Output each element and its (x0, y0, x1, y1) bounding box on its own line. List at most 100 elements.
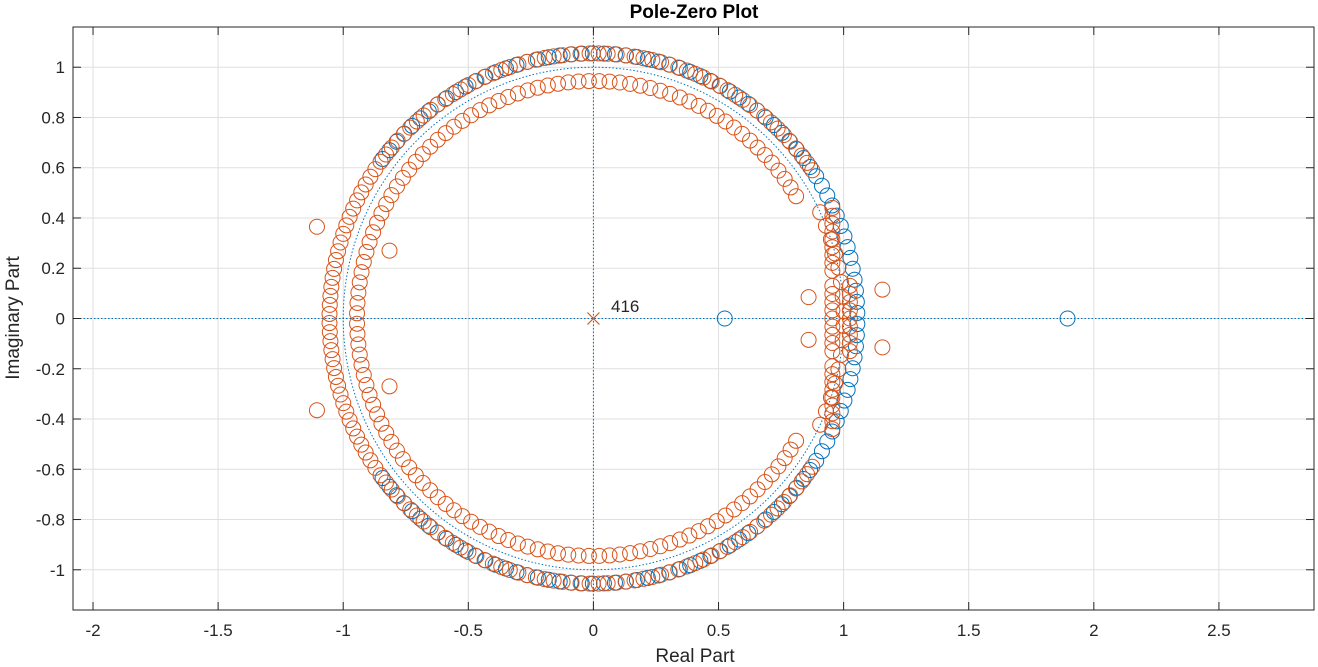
zero-marker (808, 452, 825, 469)
zero-marker (817, 217, 834, 234)
zero-marker (349, 294, 366, 311)
zero-marker (678, 558, 695, 575)
zero-marker (369, 214, 386, 231)
zero-marker (721, 537, 738, 554)
zero-marker (844, 360, 861, 377)
zero-marker (626, 572, 643, 589)
zero-marker (335, 225, 352, 242)
zero-marker (788, 432, 805, 449)
zero-marker (740, 95, 757, 112)
data-marks (308, 45, 1076, 592)
zero-marker (874, 339, 891, 356)
zero-marker (536, 571, 553, 588)
zero-marker (716, 310, 733, 327)
zero-marker (529, 79, 546, 96)
zero-marker (824, 223, 841, 240)
zero-marker (652, 82, 669, 99)
zero-marker (529, 541, 546, 558)
x-tick-label: -2 (85, 621, 100, 640)
zero-marker (832, 403, 849, 420)
y-axis-title: Imaginary Part (3, 256, 24, 380)
zero-marker (824, 310, 841, 327)
zero-marker (322, 333, 339, 350)
zero-marker (510, 564, 527, 581)
y-tick-label: -1 (50, 561, 65, 580)
zero-marker (454, 508, 471, 525)
zero-marker (670, 561, 687, 578)
zero-marker (321, 296, 338, 313)
zero-marker (322, 287, 339, 304)
zero-marker (756, 512, 773, 529)
zero-marker (644, 52, 661, 69)
zero-marker (662, 535, 679, 552)
zero-marker (611, 74, 628, 91)
zero-marker (554, 47, 571, 64)
zero-marker (595, 575, 612, 592)
y-tick-label: 0 (56, 310, 65, 329)
zero-marker (563, 574, 580, 591)
zero-marker (719, 82, 736, 99)
zero-marker (770, 162, 787, 179)
zero-marker (719, 538, 736, 555)
zero-marker (824, 405, 841, 422)
zero-marker (550, 75, 567, 92)
zero-marker (332, 234, 349, 251)
zero-marker (711, 543, 728, 560)
zero-marker (687, 555, 704, 572)
zero-marker (395, 126, 412, 143)
zero-marker (536, 49, 553, 66)
y-tick-label: 0.6 (41, 159, 65, 178)
zero-marker (812, 416, 829, 433)
zero-marker (775, 493, 792, 510)
zero-marker (545, 572, 562, 589)
y-tick-label: -0.8 (36, 511, 65, 530)
zero-marker (717, 113, 734, 130)
y-tick-label: -0.2 (36, 360, 65, 379)
zero-marker (590, 575, 607, 592)
zero-marker (671, 89, 688, 106)
zero-marker (671, 531, 688, 548)
x-tick-label: -0.5 (454, 621, 483, 640)
zero-marker (323, 278, 340, 295)
zero-marker (590, 45, 607, 62)
zero-marker (350, 336, 367, 353)
zero-marker (349, 315, 366, 332)
zero-marker (765, 503, 782, 520)
zero-marker (782, 133, 799, 150)
zero-marker (824, 366, 841, 383)
zero-marker (828, 207, 845, 224)
zero-marker (353, 356, 370, 373)
zero-marker (389, 488, 406, 505)
zero-marker (332, 386, 349, 403)
zero-marker (460, 77, 477, 94)
y-tick-label: 1 (56, 58, 65, 77)
zero-marker (554, 573, 571, 590)
x-tick-label: 1 (839, 621, 848, 640)
zero-marker (484, 555, 501, 572)
zero-marker (351, 346, 368, 363)
zero-marker (373, 205, 390, 222)
zero-marker (402, 119, 419, 136)
zero-marker (846, 349, 863, 366)
zero-marker (608, 574, 625, 591)
zero-marker (452, 539, 469, 556)
zero-marker (355, 253, 372, 270)
zero-marker (802, 159, 819, 176)
x-tick-label: 0 (589, 621, 598, 640)
zero-marker (832, 217, 849, 234)
zero-marker (725, 501, 742, 518)
zero-marker (394, 169, 411, 186)
zero-marker (539, 543, 556, 560)
y-tick-label: -0.4 (36, 410, 65, 429)
zero-marker (321, 324, 338, 341)
zero-marker (338, 217, 355, 234)
zero-marker (841, 335, 858, 352)
zero-marker (642, 540, 659, 557)
zero-marker (527, 569, 544, 586)
zero-marker (788, 188, 805, 205)
zero-marker (765, 117, 782, 134)
zero-marker (527, 51, 544, 68)
zero-marker (844, 260, 861, 277)
zero-marker (644, 568, 661, 585)
zero-marker (545, 48, 562, 65)
